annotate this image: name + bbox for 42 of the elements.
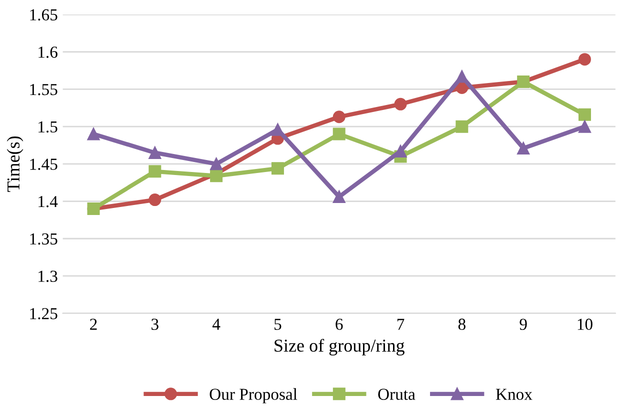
point [332,110,346,124]
point [517,142,530,154]
x-tick-label: 4 [212,318,220,330]
legend-label: Knox [496,388,532,400]
point [271,123,284,136]
point [332,128,346,140]
x-axis-title: Size of group/ring [274,338,404,356]
point [578,120,591,133]
y-tick-label: 1.5 [38,121,58,133]
x-tick-label: 5 [274,318,282,330]
y-tick-label: 1.55 [30,84,58,96]
x-tick-label: 10 [578,318,592,330]
point [210,158,223,170]
y-tick-label: 1.3 [38,270,58,282]
y-tick-label: 1.25 [30,308,58,320]
point [578,53,591,66]
legend-label: Our Proposal [210,388,298,404]
x-tick-label: 9 [520,318,527,330]
y-tick-label: 1.4 [38,196,58,208]
point [394,98,407,110]
point [87,128,100,140]
y-tick-label: 1.45 [30,158,58,170]
y-tick-label: 1.65 [30,9,58,21]
y-tick-label: 1.6 [38,46,58,58]
point [210,170,223,182]
point [271,162,284,175]
point [332,190,346,204]
y-tick-label: 1.35 [30,233,58,245]
point [148,146,162,159]
x-tick-label: 7 [397,318,404,330]
point [394,144,407,158]
x-tick-label: 3 [152,318,158,330]
x-tick-label: 2 [90,318,97,330]
x-tick-label: 6 [336,318,343,330]
point [578,108,591,121]
point [456,120,468,133]
point [148,165,162,178]
point [456,70,468,83]
x-tick-label: 8 [458,318,466,330]
legend-label: Oruta [378,388,416,400]
point [148,194,162,206]
y-axis-title: Time(s) [6,136,24,192]
